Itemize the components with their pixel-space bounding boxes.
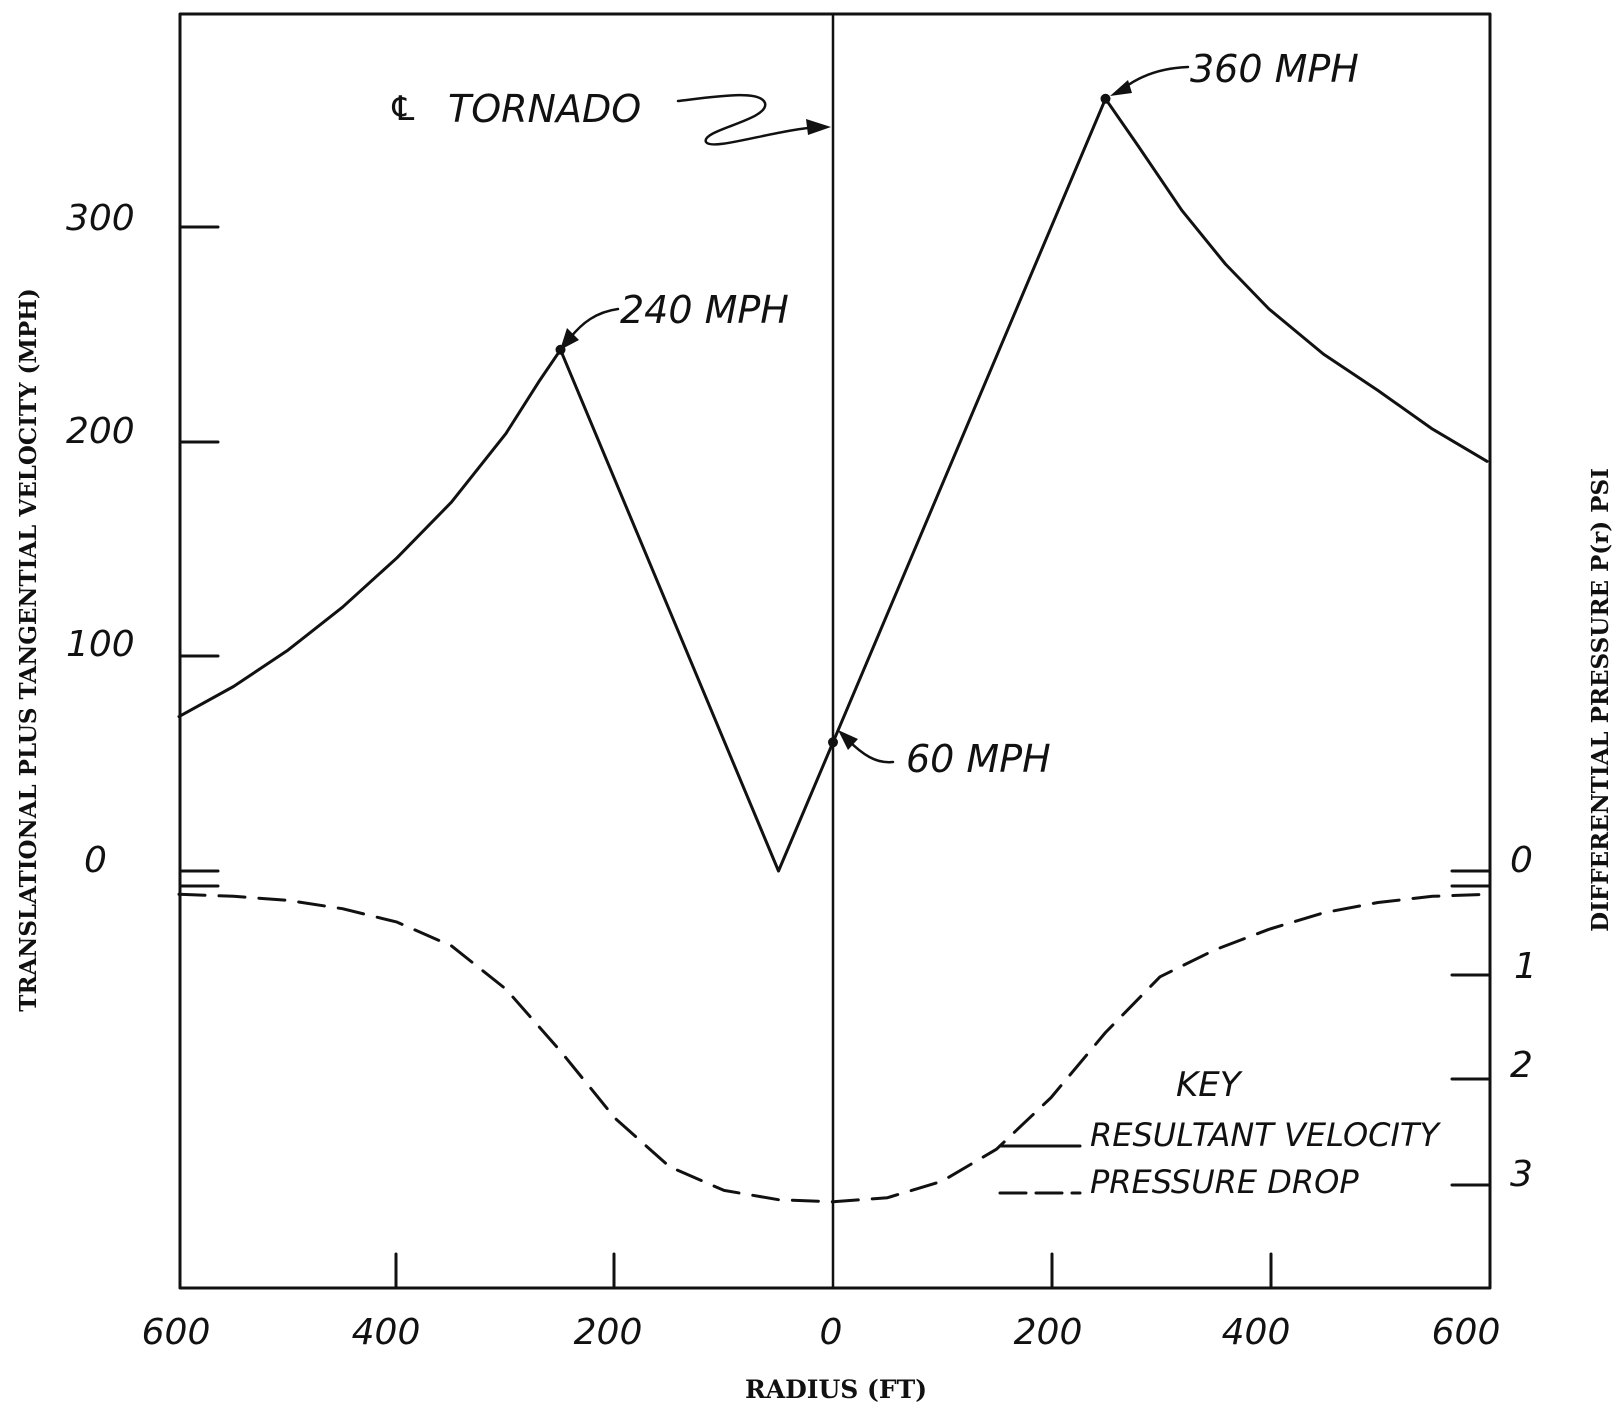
right-tick-labels: 0 1 2 3	[1510, 840, 1537, 1195]
x-tick-label-neg200: 200	[574, 1312, 643, 1353]
x-tick-label-400: 400	[1222, 1312, 1291, 1353]
annotation-240-label: 240 MPH	[620, 288, 789, 332]
x-axis-title: RADIUS (FT)	[745, 1375, 927, 1404]
annotation-240: 240 MPH	[560, 288, 789, 350]
right-axis-title: DIFFERENTIAL PRESSURE P(r) PSI	[1587, 468, 1614, 932]
x-tick-label-0: 0	[820, 1312, 843, 1353]
y-tick-label-200: 200	[66, 411, 135, 452]
left-tick-labels: 300 200 100 0	[66, 198, 135, 881]
centerline-annotation: ℄ TORNADO	[388, 87, 831, 146]
annotation-360-arrowhead	[1110, 80, 1132, 96]
centerline-arrowhead	[806, 119, 831, 135]
series-layer	[177, 97, 1489, 1204]
p-tick-label-1: 1	[1514, 946, 1537, 987]
p-tick-label-3: 3	[1510, 1154, 1533, 1195]
x-tick-label-600: 600	[1432, 1312, 1501, 1353]
x-tick-labels: 600 400 200 0 200 400 600	[142, 1312, 1501, 1353]
series-line-pressure-drop	[177, 892, 1489, 1204]
p-tick-label-2: 2	[1510, 1045, 1533, 1086]
legend: KEY RESULTANT VELOCITY PRESSURE DROP	[998, 1065, 1441, 1201]
centerline-label: TORNADO	[448, 87, 641, 131]
centerline-pointer	[676, 93, 824, 146]
series-line-resultant-velocity	[177, 97, 1489, 873]
annotation-60-label: 60 MPH	[906, 737, 1051, 781]
annotation-360: 360 MPH	[1110, 47, 1359, 96]
legend-title: KEY	[1176, 1065, 1243, 1105]
annotation-60-pointer	[846, 738, 895, 764]
legend-label-pressure: PRESSURE DROP	[1090, 1163, 1359, 1201]
left-ticks	[178, 225, 220, 888]
y-tick-label-0: 0	[84, 840, 107, 881]
annotation-360-pointer	[1122, 65, 1190, 90]
x-ticks	[394, 1252, 1273, 1290]
annotation-360-label: 360 MPH	[1190, 47, 1359, 91]
x-tick-label-200: 200	[1014, 1312, 1083, 1353]
x-tick-label-neg400: 400	[352, 1312, 421, 1353]
annotation-240-pointer	[568, 307, 620, 340]
y-tick-label-100: 100	[66, 624, 135, 665]
y-tick-label-300: 300	[66, 198, 135, 239]
annotation-60-arrowhead	[838, 730, 858, 750]
centerline-symbol: ℄	[388, 89, 418, 129]
plot-frame	[178, 12, 1492, 1290]
p-tick-label-0: 0	[1510, 840, 1533, 881]
x-tick-label-neg600: 600	[142, 1312, 211, 1353]
left-axis-title: TRANSLATIONAL PLUS TANGENTIAL VELOCITY (…	[15, 288, 42, 1012]
annotated-point-0	[1100, 93, 1111, 104]
annotation-60: 60 MPH	[838, 730, 1051, 781]
annotation-240-arrowhead	[560, 328, 579, 350]
annotated-point-2	[828, 737, 838, 748]
right-ticks	[1450, 869, 1492, 1187]
legend-label-velocity: RESULTANT VELOCITY	[1090, 1116, 1441, 1154]
